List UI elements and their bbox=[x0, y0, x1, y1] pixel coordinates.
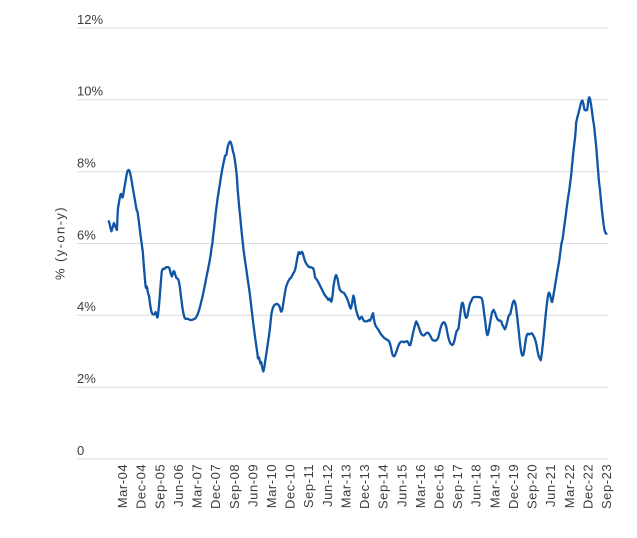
svg-text:Dec-04: Dec-04 bbox=[134, 464, 149, 509]
svg-text:% (y-on-y): % (y-on-y) bbox=[53, 206, 68, 280]
svg-text:Dec-16: Dec-16 bbox=[432, 464, 447, 509]
svg-text:2%: 2% bbox=[77, 371, 96, 386]
svg-text:Mar-16: Mar-16 bbox=[413, 464, 428, 508]
svg-text:4%: 4% bbox=[77, 299, 96, 314]
svg-text:Sep-11: Sep-11 bbox=[301, 464, 316, 508]
svg-text:Mar-22: Mar-22 bbox=[562, 464, 577, 508]
svg-text:0: 0 bbox=[77, 443, 84, 458]
svg-text:10%: 10% bbox=[77, 84, 103, 99]
svg-text:Dec-07: Dec-07 bbox=[208, 464, 223, 509]
svg-text:Jun-09: Jun-09 bbox=[245, 464, 260, 507]
svg-text:Mar-13: Mar-13 bbox=[338, 464, 353, 508]
svg-text:8%: 8% bbox=[77, 156, 96, 171]
svg-text:Dec-22: Dec-22 bbox=[580, 464, 595, 509]
svg-text:Mar-07: Mar-07 bbox=[190, 464, 205, 508]
svg-text:Sep-14: Sep-14 bbox=[376, 464, 391, 509]
svg-text:Sep-05: Sep-05 bbox=[152, 464, 167, 509]
svg-text:Sep-17: Sep-17 bbox=[450, 464, 465, 509]
svg-text:Sep-08: Sep-08 bbox=[227, 464, 242, 509]
svg-text:Mar-04: Mar-04 bbox=[115, 464, 130, 508]
svg-text:6%: 6% bbox=[77, 227, 96, 242]
svg-text:Sep-23: Sep-23 bbox=[599, 464, 614, 509]
svg-text:Dec-19: Dec-19 bbox=[506, 464, 521, 509]
svg-text:Dec-13: Dec-13 bbox=[357, 464, 372, 509]
svg-text:Jun-18: Jun-18 bbox=[469, 464, 484, 507]
svg-text:Mar-19: Mar-19 bbox=[487, 464, 502, 508]
svg-text:Mar-10: Mar-10 bbox=[264, 464, 279, 508]
svg-text:Jun-06: Jun-06 bbox=[171, 464, 186, 507]
svg-text:Jun-15: Jun-15 bbox=[394, 464, 409, 507]
svg-text:Sep-20: Sep-20 bbox=[525, 464, 540, 509]
svg-text:Jun-21: Jun-21 bbox=[543, 464, 558, 507]
svg-text:Jun-12: Jun-12 bbox=[320, 464, 335, 507]
svg-text:Dec-10: Dec-10 bbox=[283, 464, 298, 509]
svg-text:12%: 12% bbox=[77, 12, 103, 27]
